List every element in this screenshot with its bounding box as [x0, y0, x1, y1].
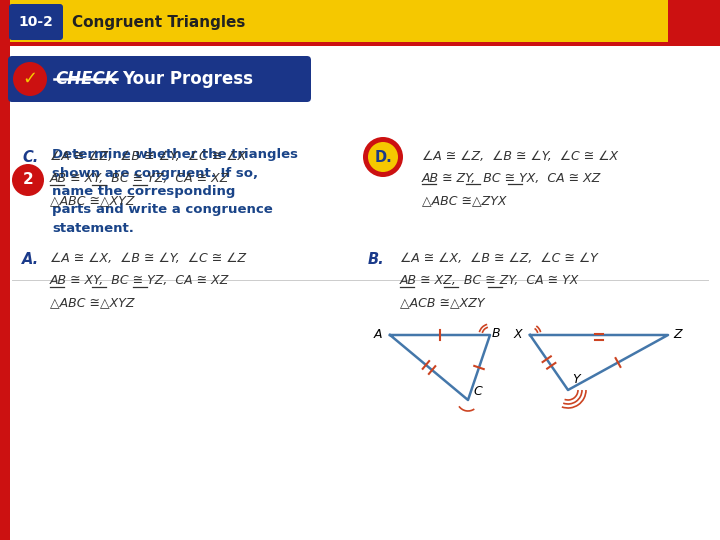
Text: A.: A.	[22, 252, 39, 267]
Bar	[0, 0, 720, 42]
Text: Y: Y	[572, 373, 580, 386]
Text: △ABC ≅△ZYX: △ABC ≅△ZYX	[422, 194, 506, 207]
Text: Determine whether the triangles
shown are congruent. If so,
name the correspondi: Determine whether the triangles shown ar…	[52, 148, 298, 235]
Text: △ABC ≅△XYZ: △ABC ≅△XYZ	[50, 296, 135, 309]
Text: AB ≅ XZ,  BC ≅ ZY,  CA ≅ YX: AB ≅ XZ, BC ≅ ZY, CA ≅ YX	[400, 274, 580, 287]
Circle shape	[12, 164, 44, 196]
Text: ∠A ≅ ∠Z,  ∠B ≅ ∠Y,  ∠C ≅ ∠X: ∠A ≅ ∠Z, ∠B ≅ ∠Y, ∠C ≅ ∠X	[422, 150, 618, 163]
Text: C.: C.	[22, 150, 38, 165]
Text: ✓: ✓	[22, 70, 37, 88]
Bar	[0, 42, 720, 46]
Text: △ACB ≅△XZY: △ACB ≅△XZY	[400, 296, 485, 309]
Text: C: C	[473, 385, 482, 398]
Text: 10-2: 10-2	[19, 15, 53, 29]
Text: AB ≅ XY,  BC ≅ YZ,  CA ≅ XZ: AB ≅ XY, BC ≅ YZ, CA ≅ XZ	[50, 172, 230, 185]
Text: B: B	[492, 327, 500, 340]
Text: D.: D.	[374, 150, 392, 165]
Text: AB ≅ ZY,  BC ≅ YX,  CA ≅ XZ: AB ≅ ZY, BC ≅ YX, CA ≅ XZ	[422, 172, 601, 185]
Text: AB ≅ XY,  BC ≅ YZ,  CA ≅ XZ: AB ≅ XY, BC ≅ YZ, CA ≅ XZ	[50, 274, 230, 287]
Bar	[0, 0, 10, 540]
Text: 2: 2	[22, 172, 33, 187]
Text: Your Progress: Your Progress	[122, 70, 253, 88]
Text: △ABC ≅△XYZ: △ABC ≅△XYZ	[50, 194, 135, 207]
Text: X: X	[513, 328, 522, 341]
FancyBboxPatch shape	[8, 56, 311, 102]
Text: A: A	[374, 328, 382, 341]
Text: CHECK: CHECK	[55, 70, 117, 88]
Text: ∠A ≅ ∠X,  ∠B ≅ ∠Z,  ∠C ≅ ∠Y: ∠A ≅ ∠X, ∠B ≅ ∠Z, ∠C ≅ ∠Y	[400, 252, 598, 265]
Bar	[668, 0, 720, 42]
Circle shape	[363, 137, 403, 177]
Text: ∠A ≅ ∠Z,  ∠B ≅ ∠Y,  ∠C ≅ ∠X: ∠A ≅ ∠Z, ∠B ≅ ∠Y, ∠C ≅ ∠X	[50, 150, 246, 163]
Text: B.: B.	[368, 252, 384, 267]
Circle shape	[13, 62, 47, 96]
Text: Congruent Triangles: Congruent Triangles	[72, 15, 246, 30]
Text: ∠A ≅ ∠X,  ∠B ≅ ∠Y,  ∠C ≅ ∠Z: ∠A ≅ ∠X, ∠B ≅ ∠Y, ∠C ≅ ∠Z	[50, 252, 246, 265]
Text: Z: Z	[673, 328, 682, 341]
Circle shape	[368, 142, 398, 172]
FancyBboxPatch shape	[9, 4, 63, 40]
